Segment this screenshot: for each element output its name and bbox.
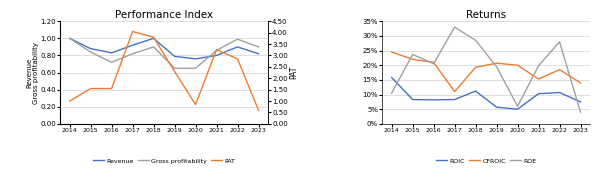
Revenue — [234, 46, 241, 48]
Line: ROE: ROE — [392, 27, 580, 112]
ROE — [493, 66, 500, 68]
Legend: ROIC, CFROIC, ROE: ROIC, CFROIC, ROE — [433, 156, 539, 166]
Gross profitability — [255, 46, 262, 48]
PAT — [192, 103, 199, 105]
Revenue — [66, 37, 73, 39]
Gross profitability — [87, 51, 95, 53]
CFROIC — [472, 66, 479, 68]
ROIC — [472, 90, 479, 92]
PAT — [66, 100, 73, 102]
Gross profitability — [129, 53, 136, 55]
CFROIC — [577, 82, 584, 84]
Gross profitability — [150, 46, 157, 48]
Y-axis label: Revenue
Gross profitability: Revenue Gross profitability — [26, 42, 39, 104]
ROIC — [577, 101, 584, 103]
PAT — [150, 36, 157, 38]
Revenue — [150, 37, 157, 39]
ROIC — [409, 98, 416, 101]
PAT — [171, 70, 178, 73]
CFROIC — [388, 51, 396, 53]
ROIC — [514, 108, 521, 110]
Revenue — [129, 44, 136, 46]
Line: ROIC: ROIC — [392, 78, 580, 109]
ROE — [472, 39, 479, 41]
Revenue — [87, 48, 95, 50]
ROE — [514, 105, 521, 107]
Revenue — [213, 54, 220, 56]
PAT — [213, 49, 220, 51]
ROE — [535, 65, 542, 67]
Y-axis label: PAT: PAT — [289, 66, 298, 79]
Title: Performance Index: Performance Index — [115, 10, 213, 21]
Title: Returns: Returns — [466, 10, 506, 21]
Line: Revenue: Revenue — [70, 38, 258, 59]
Gross profitability — [234, 38, 241, 40]
Gross profitability — [66, 37, 73, 39]
Line: PAT: PAT — [70, 32, 258, 110]
CFROIC — [535, 78, 542, 80]
Gross profitability — [213, 49, 220, 51]
PAT — [87, 87, 95, 90]
ROE — [388, 92, 396, 94]
CFROIC — [430, 61, 437, 63]
PAT — [108, 87, 115, 90]
Gross profitability — [192, 67, 199, 69]
Gross profitability — [108, 61, 115, 63]
Revenue — [192, 58, 199, 60]
Revenue — [171, 55, 178, 57]
PAT — [234, 58, 241, 60]
ROIC — [493, 106, 500, 108]
ROIC — [430, 99, 437, 101]
ROE — [430, 63, 437, 65]
ROIC — [556, 92, 563, 94]
CFROIC — [556, 68, 563, 71]
Line: Gross profitability: Gross profitability — [70, 38, 258, 68]
ROE — [577, 111, 584, 113]
CFROIC — [493, 62, 500, 64]
ROE — [409, 53, 416, 55]
Line: CFROIC: CFROIC — [392, 52, 580, 92]
Legend: Revenue, Gross profitability, PAT: Revenue, Gross profitability, PAT — [90, 156, 238, 166]
PAT — [255, 109, 262, 111]
Revenue — [255, 53, 262, 55]
ROIC — [388, 76, 396, 79]
CFROIC — [514, 64, 521, 66]
PAT — [129, 30, 136, 33]
ROE — [451, 26, 458, 28]
CFROIC — [409, 58, 416, 60]
CFROIC — [451, 91, 458, 93]
Revenue — [108, 52, 115, 54]
ROE — [556, 41, 563, 43]
Gross profitability — [171, 67, 178, 69]
ROIC — [535, 93, 542, 95]
ROIC — [451, 98, 458, 101]
